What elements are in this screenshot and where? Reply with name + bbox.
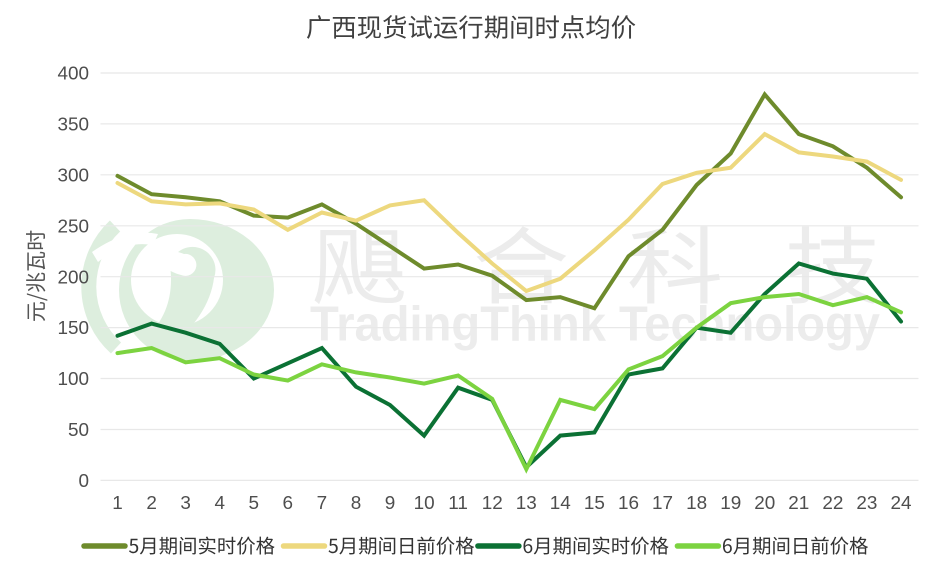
svg-text:50: 50 [68,420,89,441]
svg-text:5: 5 [249,493,260,514]
svg-text:17: 17 [652,493,673,514]
svg-text:0: 0 [78,471,89,492]
svg-text:10: 10 [414,493,435,514]
svg-text:4: 4 [214,493,225,514]
svg-text:22: 22 [822,493,843,514]
svg-text:200: 200 [57,267,89,288]
svg-text:23: 23 [856,493,877,514]
svg-text:350: 350 [57,115,89,136]
svg-text:300: 300 [57,165,89,186]
svg-text:400: 400 [57,64,89,85]
svg-text:16: 16 [618,493,639,514]
svg-text:19: 19 [720,493,741,514]
svg-text:1: 1 [112,493,123,514]
svg-text:12: 12 [482,493,503,514]
svg-text:14: 14 [550,493,571,514]
svg-text:150: 150 [57,318,89,339]
svg-text:24: 24 [890,493,911,514]
svg-text:250: 250 [57,216,89,237]
svg-text:3: 3 [180,493,191,514]
svg-text:7: 7 [317,493,328,514]
svg-text:100: 100 [57,369,89,390]
svg-text:2: 2 [146,493,157,514]
svg-text:8: 8 [351,493,362,514]
svg-text:21: 21 [788,493,809,514]
svg-text:20: 20 [754,493,775,514]
svg-text:11: 11 [448,493,468,514]
svg-text:9: 9 [385,493,396,514]
svg-text:13: 13 [516,493,537,514]
svg-text:15: 15 [584,493,605,514]
svg-text:6: 6 [283,493,294,514]
svg-text:18: 18 [686,493,707,514]
